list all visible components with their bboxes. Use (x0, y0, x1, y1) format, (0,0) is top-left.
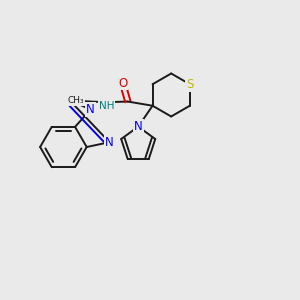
Text: N: N (105, 136, 114, 149)
Text: S: S (186, 78, 194, 91)
Text: NH: NH (99, 101, 114, 111)
Text: N: N (134, 120, 142, 133)
Text: N: N (86, 103, 95, 116)
Text: O: O (118, 76, 127, 89)
Text: CH₃: CH₃ (68, 96, 84, 105)
